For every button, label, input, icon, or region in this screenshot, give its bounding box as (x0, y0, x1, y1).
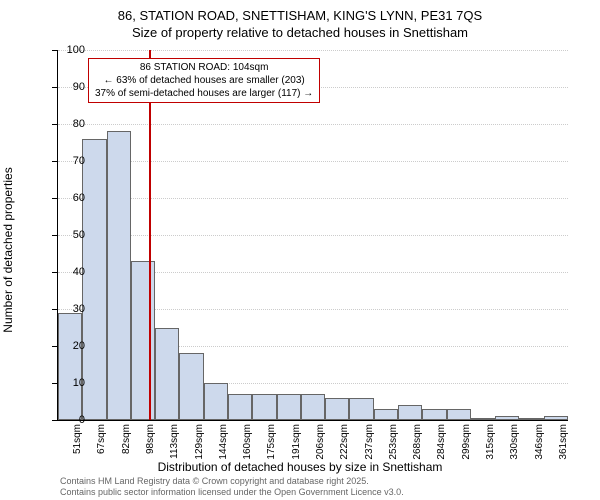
x-tick-label: 253sqm (388, 424, 399, 474)
x-tick-label: 175sqm (266, 424, 277, 474)
x-tick-label: 315sqm (485, 424, 496, 474)
grid-line (58, 235, 568, 236)
chart-container: 86, STATION ROAD, SNETTISHAM, KING'S LYN… (0, 0, 600, 500)
y-axis-title: Number of detached properties (1, 167, 15, 332)
x-tick-label: 299sqm (461, 424, 472, 474)
histogram-bar (204, 383, 228, 420)
grid-line (58, 124, 568, 125)
histogram-bar (544, 416, 568, 420)
histogram-bar (519, 418, 543, 420)
histogram-bar (277, 394, 301, 420)
x-tick-label: 160sqm (242, 424, 253, 474)
histogram-bar (228, 394, 252, 420)
histogram-bar (82, 139, 106, 420)
y-tick-label: 30 (55, 303, 85, 315)
histogram-bar (422, 409, 446, 420)
x-tick-label: 237sqm (364, 424, 375, 474)
callout-box: 86 STATION ROAD: 104sqm← 63% of detached… (88, 58, 320, 103)
histogram-bar (301, 394, 325, 420)
histogram-bar (252, 394, 276, 420)
x-tick-label: 361sqm (558, 424, 569, 474)
x-tick-label: 191sqm (291, 424, 302, 474)
x-tick-label: 98sqm (145, 424, 156, 474)
histogram-bar (325, 398, 349, 420)
y-tick-label: 70 (55, 155, 85, 167)
y-tick-label: 100 (55, 44, 85, 56)
footer-line1: Contains HM Land Registry data © Crown c… (60, 476, 404, 487)
y-tick-label: 40 (55, 266, 85, 278)
y-tick-label: 60 (55, 192, 85, 204)
x-tick-label: 51sqm (72, 424, 83, 474)
y-tick-label: 10 (55, 377, 85, 389)
histogram-bar (471, 418, 495, 420)
callout-line2: ← 63% of detached houses are smaller (20… (95, 74, 313, 87)
histogram-bar (374, 409, 398, 420)
plot-area: 86 STATION ROAD: 104sqm← 63% of detached… (57, 50, 568, 421)
histogram-bar (155, 328, 179, 421)
grid-line (58, 198, 568, 199)
title-line1: 86, STATION ROAD, SNETTISHAM, KING'S LYN… (0, 8, 600, 25)
histogram-bar (495, 416, 519, 420)
y-tick-label: 20 (55, 340, 85, 352)
callout-reference-line (149, 50, 151, 420)
y-tick-label: 80 (55, 118, 85, 130)
x-tick-label: 284sqm (436, 424, 447, 474)
histogram-bar (447, 409, 471, 420)
x-tick-label: 206sqm (315, 424, 326, 474)
histogram-bar (131, 261, 155, 420)
y-tick-label: 50 (55, 229, 85, 241)
footer-attribution: Contains HM Land Registry data © Crown c… (60, 476, 404, 498)
y-tick-label: 90 (55, 81, 85, 93)
callout-line3: 37% of semi-detached houses are larger (… (95, 87, 313, 100)
grid-line (58, 50, 568, 51)
x-tick-label: 268sqm (412, 424, 423, 474)
x-tick-label: 113sqm (169, 424, 180, 474)
histogram-bar (398, 405, 422, 420)
histogram-bar (58, 313, 82, 420)
x-tick-label: 129sqm (194, 424, 205, 474)
title-line2: Size of property relative to detached ho… (0, 25, 600, 42)
histogram-bar (107, 131, 131, 420)
x-tick-label: 330sqm (509, 424, 520, 474)
callout-line1: 86 STATION ROAD: 104sqm (95, 61, 313, 74)
x-tick-label: 144sqm (218, 424, 229, 474)
histogram-bar (179, 353, 203, 420)
x-tick-label: 222sqm (339, 424, 350, 474)
x-tick-label: 82sqm (121, 424, 132, 474)
grid-line (58, 161, 568, 162)
footer-line2: Contains public sector information licen… (60, 487, 404, 498)
histogram-bar (349, 398, 373, 420)
chart-title: 86, STATION ROAD, SNETTISHAM, KING'S LYN… (0, 0, 600, 42)
x-tick-label: 346sqm (534, 424, 545, 474)
x-tick-label: 67sqm (96, 424, 107, 474)
